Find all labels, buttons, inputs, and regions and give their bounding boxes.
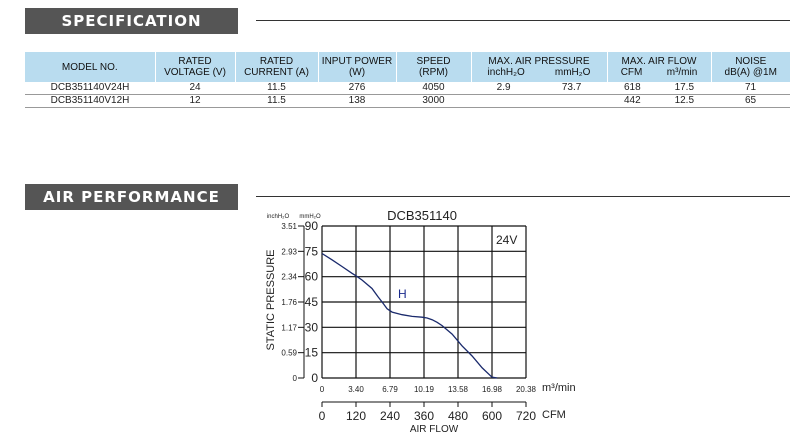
cell-pressure-mm: 73.7 — [561, 82, 582, 93]
x-tick-label-cfm: 600 — [482, 409, 502, 423]
x-tick-label-cfm: 480 — [448, 409, 468, 423]
series-line-h — [321, 252, 498, 379]
header-power-line2: (W) — [348, 67, 366, 78]
cell-speed: 4050 — [396, 82, 471, 95]
x-tick-label-m3: 20.38 — [516, 385, 537, 394]
cell-speed: 3000 — [396, 94, 471, 108]
x-tick-label-m3: 16.98 — [482, 385, 503, 394]
specification-rule — [256, 20, 790, 21]
header-pressure-inch: inchH₂O — [487, 67, 525, 78]
header-pressure-mm: mmH₂O — [554, 67, 591, 78]
y-unit-inch-label: inchH₂O — [267, 214, 290, 220]
y-tick-label-mm: 90 — [305, 219, 319, 233]
y-tick-label-mm: 60 — [305, 270, 319, 284]
table-header-row: MODEL NO. RATED VOLTAGE (V) RATED CURREN… — [25, 52, 790, 82]
y-unit-mm-label: mmH₂O — [299, 214, 321, 220]
header-flow-cfm: CFM — [620, 67, 643, 78]
x-tick-label-m3: 13.58 — [448, 385, 469, 394]
header-noise-line1: NOISE — [735, 56, 767, 67]
header-noise-line2: dB(A) @1M — [724, 67, 777, 78]
y-tick-labels: 0 0 15 0.59 30 1.17 45 1.76 60 2.34 75 2.93 90 3.51 — [281, 219, 318, 385]
cell-pressure — [471, 94, 607, 108]
y-tick-label-inch: 2.93 — [281, 247, 297, 256]
specification-table: MODEL NO. RATED VOLTAGE (V) RATED CURREN… — [25, 52, 790, 108]
header-speed: SPEED (RPM) — [395, 52, 471, 82]
x-tick-label-m3: 10.19 — [414, 385, 435, 394]
chart-grid — [321, 225, 527, 379]
table-row: DCB351140V24H 24 11.5 276 4050 2.9 73.7 6… — [25, 82, 790, 95]
air-performance-heading: AIR PERFORMANCE — [25, 184, 238, 210]
x-tick-label-m3: 3.40 — [348, 385, 364, 394]
cell-noise: 71 — [711, 82, 790, 95]
header-speed-line2: (RPM) — [419, 67, 448, 78]
header-voltage-line2: VOLTAGE (V) — [164, 67, 226, 78]
voltage-annotation: 24V — [496, 233, 517, 247]
x-tick-label-cfm: 360 — [414, 409, 434, 423]
header-current-line1: RATED — [259, 56, 294, 67]
y-tick-label-inch: 3.51 — [281, 222, 297, 231]
header-power-line1: INPUT POWER — [321, 56, 393, 67]
cell-flow: 618 17.5 — [607, 82, 711, 95]
table-row: DCB351140V12H 12 11.5 138 3000 442 12.5 6… — [25, 94, 790, 108]
header-flow-title: MAX. AIR FLOW — [621, 56, 697, 67]
header-pressure-title: MAX. AIR PRESSURE — [488, 56, 590, 67]
x-tick-label-cfm: 240 — [380, 409, 400, 423]
cell-voltage: 12 — [155, 94, 235, 108]
x-tick-label-m3: 6.79 — [382, 385, 398, 394]
x-unit-m3-label: m³/min — [542, 382, 576, 394]
y-axis-label: STATIC PRESSURE — [265, 249, 277, 350]
cell-flow-m3: 12.5 — [674, 95, 695, 106]
cell-power: 276 — [318, 82, 396, 95]
y-tick-label-inch: 2.34 — [281, 273, 297, 282]
cell-flow: 442 12.5 — [607, 94, 711, 108]
cell-flow-m3: 17.5 — [674, 82, 695, 93]
y-tick-label-inch: 1.17 — [281, 323, 297, 332]
x-tick-label-m3: 0 — [320, 385, 325, 394]
header-voltage: RATED VOLTAGE (V) — [154, 52, 235, 82]
y-tick-label-mm: 0 — [311, 371, 318, 385]
cell-flow-cfm: 618 — [623, 82, 641, 93]
cell-model: DCB351140V12H — [25, 94, 155, 108]
cell-voltage: 24 — [155, 82, 235, 95]
cell-noise: 65 — [711, 94, 790, 108]
y-tick-label-mm: 75 — [305, 244, 319, 258]
cell-pressure: 2.9 73.7 — [471, 82, 607, 95]
series-label-h: H — [398, 287, 407, 301]
header-pressure: MAX. AIR PRESSURE inchH₂O mmH₂O — [470, 52, 607, 82]
x-tick-label-cfm: 0 — [319, 409, 326, 423]
header-current-line2: CURRENT (A) — [244, 67, 309, 78]
cell-current: 11.5 — [235, 82, 318, 95]
x-tick-label-cfm: 120 — [346, 409, 366, 423]
header-model: MODEL NO. — [25, 52, 155, 82]
header-flow: MAX. AIR FLOW CFM m³/min — [606, 52, 711, 82]
x-tick-label-cfm: 720 — [516, 409, 536, 423]
x-tick-labels: 0 0 3.40 120 6.79 240 10.19 360 13.58 480 16.98 600… — [319, 385, 537, 423]
specification-heading: SPECIFICATION — [25, 8, 238, 34]
cell-model: DCB351140V24H — [25, 82, 155, 95]
cell-pressure-inch: 2.9 — [496, 82, 511, 93]
cell-power: 138 — [318, 94, 396, 108]
header-voltage-line1: RATED — [178, 56, 212, 67]
header-noise: NOISE dB(A) @1M — [710, 52, 790, 82]
y-tick-label-mm: 30 — [305, 320, 319, 334]
header-speed-line1: SPEED — [416, 56, 451, 67]
y-tick-label-mm: 45 — [305, 295, 319, 309]
chart-title: DCB351140 — [387, 208, 457, 223]
y-tick-label-inch: 1.76 — [281, 298, 297, 307]
cell-flow-cfm: 442 — [623, 95, 641, 106]
header-current: RATED CURRENT (A) — [234, 52, 318, 82]
cell-current: 11.5 — [235, 94, 318, 108]
y-tick-label-inch: 0.59 — [281, 349, 297, 358]
header-flow-m3: m³/min — [666, 67, 698, 78]
y-tick-label-inch: 0 — [293, 374, 298, 383]
x-axis-label: AIR FLOW — [410, 424, 459, 435]
air-performance-rule — [256, 196, 790, 197]
x-unit-cfm-label: CFM — [542, 409, 566, 421]
y-tick-label-mm: 15 — [305, 346, 319, 360]
header-power: INPUT POWER (W) — [317, 52, 396, 82]
